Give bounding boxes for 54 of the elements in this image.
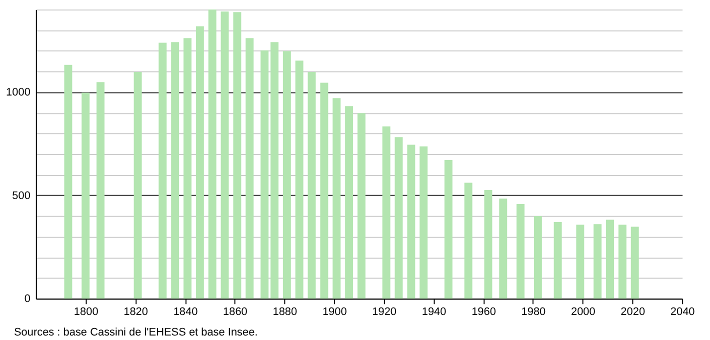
bar bbox=[171, 42, 180, 299]
bar bbox=[270, 42, 278, 299]
x-tick-label: 1920 bbox=[372, 306, 397, 318]
x-tick-label: 2000 bbox=[570, 306, 596, 318]
x-tick-label: 1820 bbox=[124, 306, 148, 318]
bar bbox=[484, 190, 492, 299]
bar bbox=[82, 92, 90, 299]
bar bbox=[184, 38, 192, 299]
x-tick-label: 2040 bbox=[670, 306, 695, 318]
bar bbox=[295, 60, 304, 299]
x-tick-label: 1900 bbox=[322, 306, 347, 318]
bar bbox=[282, 51, 291, 299]
x-tick-label: 2020 bbox=[620, 306, 646, 318]
bar bbox=[554, 222, 562, 299]
bar bbox=[208, 9, 216, 299]
bar bbox=[357, 113, 366, 299]
bar bbox=[158, 42, 167, 299]
bar bbox=[233, 12, 242, 299]
x-tick-label: 1980 bbox=[521, 306, 546, 318]
bar bbox=[630, 226, 639, 299]
x-tick-label: 1860 bbox=[223, 306, 248, 318]
bar bbox=[534, 216, 542, 299]
x-tick-label: 1960 bbox=[472, 306, 496, 318]
bar bbox=[576, 224, 584, 299]
bar bbox=[260, 50, 269, 299]
bar bbox=[196, 26, 204, 299]
bar bbox=[332, 98, 341, 299]
bar bbox=[308, 72, 316, 299]
y-tick-label: 1000 bbox=[6, 86, 30, 99]
bar bbox=[618, 224, 626, 299]
source-note: Sources : base Cassini de l'EHESS et base Insee. bbox=[14, 326, 258, 339]
bar bbox=[444, 160, 452, 299]
bar bbox=[320, 82, 328, 299]
bar bbox=[594, 224, 602, 299]
x-tick-label: 1800 bbox=[74, 306, 98, 318]
x-tick-label: 1880 bbox=[272, 306, 298, 318]
bar bbox=[499, 198, 508, 299]
bar bbox=[96, 82, 105, 299]
bar bbox=[220, 12, 229, 299]
bar bbox=[246, 38, 254, 299]
bar bbox=[394, 137, 403, 299]
bar bbox=[516, 204, 525, 299]
y-tick-label: 500 bbox=[12, 190, 30, 202]
bar bbox=[382, 126, 390, 299]
bar bbox=[606, 220, 614, 299]
bar bbox=[464, 182, 472, 299]
x-tick-label: 1840 bbox=[173, 306, 198, 318]
y-tick-label: 0 bbox=[24, 293, 30, 306]
bar bbox=[345, 106, 354, 299]
bar bbox=[134, 72, 142, 299]
bar bbox=[64, 64, 72, 299]
x-tick-label: 1940 bbox=[422, 306, 446, 318]
bar bbox=[407, 144, 416, 299]
bar bbox=[420, 146, 428, 299]
